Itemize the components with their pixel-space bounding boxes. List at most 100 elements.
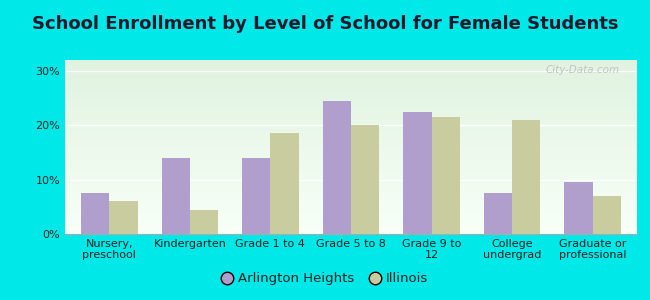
Bar — [65, 106, 637, 107]
Bar — [65, 156, 637, 157]
Bar — [65, 111, 637, 112]
Bar — [65, 172, 637, 173]
Bar — [65, 211, 637, 212]
Bar — [65, 161, 637, 162]
Bar — [65, 190, 637, 191]
Bar — [65, 140, 637, 141]
Bar — [65, 196, 637, 197]
Bar — [65, 65, 637, 66]
Bar — [65, 223, 637, 224]
Bar — [65, 127, 637, 128]
Bar — [65, 124, 637, 125]
Bar — [65, 69, 637, 70]
Bar — [65, 209, 637, 210]
Bar — [65, 230, 637, 231]
Bar — [65, 141, 637, 142]
Bar — [65, 78, 637, 79]
Bar — [65, 163, 637, 164]
Bar — [65, 152, 637, 153]
Bar — [65, 120, 637, 121]
Bar — [65, 92, 637, 93]
Bar — [65, 98, 637, 99]
Bar — [65, 86, 637, 87]
Bar — [65, 139, 637, 140]
Bar — [65, 185, 637, 186]
Bar — [65, 73, 637, 74]
Bar — [65, 189, 637, 190]
Bar — [65, 193, 637, 194]
Bar — [323, 101, 351, 234]
Bar — [65, 109, 637, 110]
Bar — [65, 100, 637, 101]
Bar — [593, 196, 621, 234]
Bar — [65, 197, 637, 198]
Bar — [65, 177, 637, 178]
Bar — [65, 162, 637, 163]
Bar — [65, 178, 637, 179]
Bar — [65, 63, 637, 64]
Bar — [65, 199, 637, 200]
Bar — [65, 101, 637, 102]
Bar — [65, 228, 637, 229]
Bar — [65, 110, 637, 111]
Bar — [65, 155, 637, 156]
Bar — [65, 64, 637, 65]
Bar — [65, 77, 637, 78]
Bar — [65, 167, 637, 168]
Bar — [65, 179, 637, 180]
Bar — [65, 186, 637, 187]
Bar — [65, 108, 637, 109]
Bar — [65, 79, 637, 80]
Bar — [65, 231, 637, 232]
Bar — [65, 191, 637, 192]
Bar — [65, 142, 637, 143]
Bar — [65, 118, 637, 119]
Bar — [65, 114, 637, 115]
Bar — [65, 175, 637, 176]
Bar — [65, 216, 637, 217]
Bar — [65, 212, 637, 213]
Bar — [242, 158, 270, 234]
Bar — [65, 194, 637, 195]
Bar — [65, 149, 637, 150]
Bar — [65, 187, 637, 188]
Bar — [65, 147, 637, 148]
Bar — [65, 203, 637, 204]
Bar — [65, 85, 637, 86]
Bar — [65, 71, 637, 72]
Bar — [65, 182, 637, 183]
Bar — [65, 129, 637, 130]
Bar — [65, 82, 637, 83]
Bar — [65, 173, 637, 174]
Bar — [65, 177, 637, 178]
Bar — [190, 209, 218, 234]
Bar — [65, 233, 637, 234]
Bar — [65, 144, 637, 145]
Bar — [65, 205, 637, 206]
Bar — [65, 154, 637, 155]
Bar — [65, 136, 637, 137]
Bar — [65, 227, 637, 228]
Bar — [65, 121, 637, 122]
Bar — [65, 164, 637, 165]
Bar — [65, 224, 637, 225]
Bar — [65, 133, 637, 134]
Bar — [65, 166, 637, 167]
Bar — [65, 102, 637, 103]
Bar — [65, 66, 637, 67]
Bar — [65, 176, 637, 177]
Bar — [65, 160, 637, 161]
Bar — [65, 181, 637, 182]
Bar — [65, 208, 637, 209]
Bar — [65, 168, 637, 169]
Bar — [65, 146, 637, 147]
Bar — [65, 83, 637, 84]
Bar — [65, 125, 637, 126]
Bar — [65, 159, 637, 160]
Bar — [65, 206, 637, 207]
Bar — [65, 165, 637, 166]
Bar — [65, 214, 637, 215]
Bar — [109, 201, 138, 234]
Bar — [65, 117, 637, 118]
Bar — [65, 126, 637, 127]
